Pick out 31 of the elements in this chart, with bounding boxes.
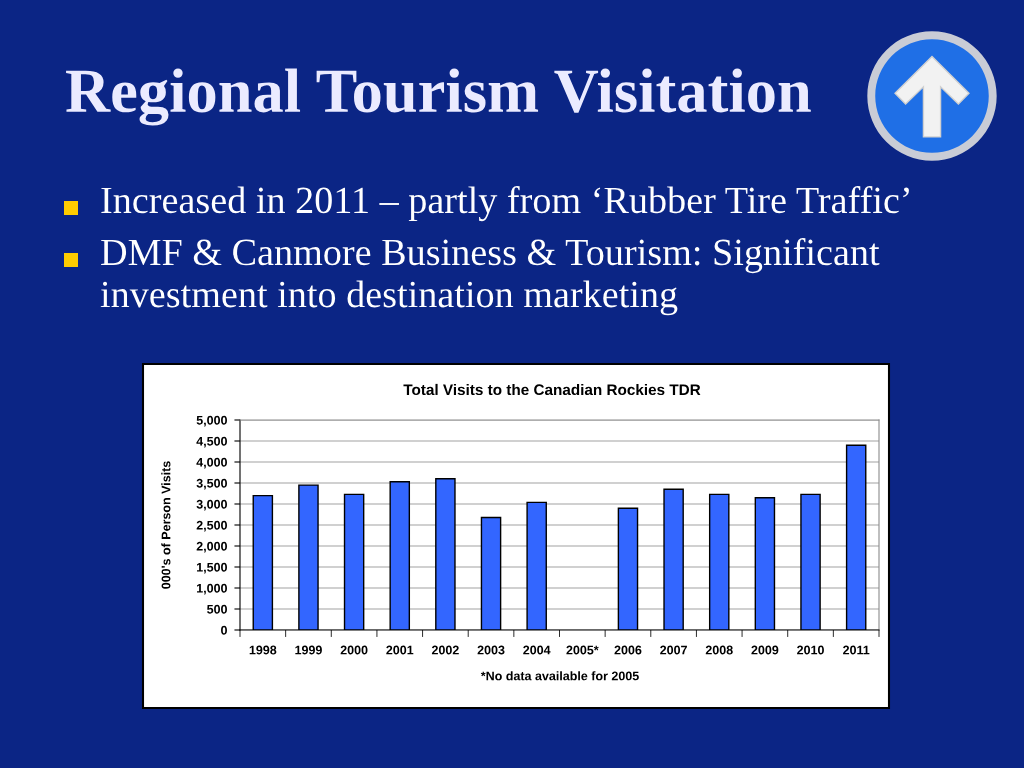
y-tick-label: 3,000 — [196, 499, 227, 511]
x-tick-label: 2010 — [797, 645, 824, 655]
x-tick-label: 1998 — [249, 645, 277, 655]
x-tick-label: 2003 — [477, 645, 505, 655]
y-tick-label: 2,000 — [196, 541, 227, 553]
x-tick-label: 2009 — [751, 645, 779, 655]
y-tick-label: 4,500 — [196, 436, 227, 448]
text: *No data available for 2005 — [480, 671, 639, 681]
x-tick-label: 2000 — [340, 645, 368, 655]
y-axis-title: 000's of Person Visits — [161, 461, 171, 589]
x-tick-label: 2002 — [431, 645, 459, 655]
y-tick-label: 1,500 — [197, 562, 227, 574]
chart-title: Regional Tourism Visitation — [66, 68, 811, 126]
y-tick-label: 0 — [221, 625, 227, 635]
text: DMF & Canmore Business & Tourism: Significant investment into destination marketing — [100, 238, 880, 316]
y-tick-label: 1,000 — [197, 583, 227, 595]
x-tick-label: 2006 — [614, 645, 642, 655]
x-tick-label: 2008 — [705, 645, 733, 655]
y-tick-label: 500 — [207, 604, 227, 614]
x-tick-label: 2007 — [660, 645, 687, 655]
chart-subtitle: Total Visits to the Canadian Rockies TDR — [403, 383, 701, 396]
text: Increased in 2011 – partly from ‘Rubber Tire Traffic’ — [101, 186, 909, 222]
y-tick-label: 3,500 — [196, 478, 227, 490]
y-tick-label: 4,000 — [196, 457, 227, 469]
x-tick-label: 2005* — [566, 645, 599, 655]
x-tick-label: 2004 — [523, 645, 551, 655]
y-tick-label: 2,500 — [196, 520, 227, 532]
x-tick-label: 1999 — [295, 645, 322, 655]
y-tick-label: 5,000 — [196, 415, 227, 427]
x-tick-label: 2011 — [843, 645, 870, 655]
x-tick-label: 2001 — [386, 645, 414, 655]
